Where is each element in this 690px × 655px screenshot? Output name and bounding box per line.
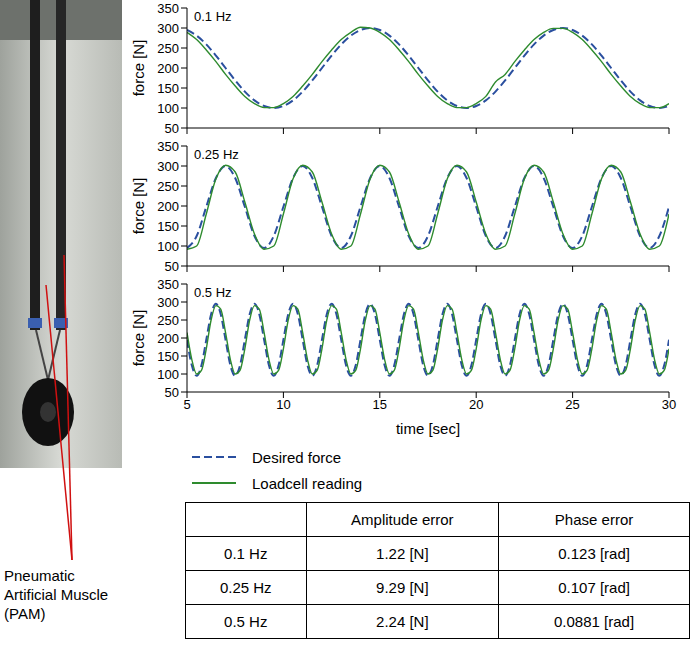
html-text:Loadcell reading: Loadcell reading bbox=[252, 474, 363, 492]
svg-text:250: 250 bbox=[157, 41, 179, 56]
svg-text:30: 30 bbox=[662, 397, 676, 412]
html-text:0.1 Hz: 0.1 Hz bbox=[194, 9, 232, 24]
svg-text:force [N]: force [N] bbox=[130, 310, 147, 367]
html-text:Pneumatic Artificial Muscle (P: Pneumatic Artificial Muscle (PAM) bbox=[4, 567, 109, 622]
html-text:0.5 Hz: 0.5 Hz bbox=[224, 613, 268, 630]
html-text:9.29 [N]: 9.29 [N] bbox=[376, 579, 429, 596]
svg-text:100: 100 bbox=[157, 367, 179, 382]
svg-text:force [N]: force [N] bbox=[130, 40, 147, 97]
svg-text:25: 25 bbox=[565, 397, 579, 412]
svg-text:50: 50 bbox=[165, 385, 179, 400]
svg-text:5: 5 bbox=[183, 397, 190, 412]
svg-text:150: 150 bbox=[157, 349, 179, 364]
html-text:0.123 [rad]: 0.123 [rad] bbox=[558, 545, 630, 562]
svg-text:10: 10 bbox=[276, 397, 290, 412]
svg-text:250: 250 bbox=[157, 313, 179, 328]
html-text:1.22 [N]: 1.22 [N] bbox=[376, 545, 429, 562]
svg-text:300: 300 bbox=[157, 295, 179, 310]
svg-text:force [N]: force [N] bbox=[130, 178, 147, 235]
svg-text:200: 200 bbox=[157, 199, 179, 214]
html-text:0.0881 [rad]: 0.0881 [rad] bbox=[554, 613, 635, 630]
html-text:0.107 [rad]: 0.107 [rad] bbox=[558, 579, 630, 596]
svg-text:150: 150 bbox=[157, 81, 179, 96]
html-text:Phase error: Phase error bbox=[554, 511, 634, 528]
svg-text:350: 350 bbox=[157, 277, 179, 292]
svg-text:100: 100 bbox=[157, 239, 179, 254]
svg-text:200: 200 bbox=[157, 331, 179, 346]
html-text:0.1 Hz: 0.1 Hz bbox=[224, 545, 268, 562]
svg-text:20: 20 bbox=[469, 397, 483, 412]
svg-text:50: 50 bbox=[165, 121, 179, 136]
svg-text:150: 150 bbox=[157, 219, 179, 234]
html-text:0.25 Hz: 0.25 Hz bbox=[219, 579, 272, 596]
svg-text:50: 50 bbox=[165, 259, 179, 274]
html-text:Amplitude error: Amplitude error bbox=[351, 511, 454, 528]
svg-text:time [sec]: time [sec] bbox=[396, 420, 460, 437]
svg-text:300: 300 bbox=[157, 159, 179, 174]
svg-text:100: 100 bbox=[157, 101, 179, 116]
html-text:2.24 [N]: 2.24 [N] bbox=[376, 613, 429, 630]
svg-text:350: 350 bbox=[157, 139, 179, 154]
svg-text:250: 250 bbox=[157, 179, 179, 194]
svg-text:200: 200 bbox=[157, 61, 179, 76]
html-text:0.25 Hz: 0.25 Hz bbox=[194, 147, 239, 162]
html-text:0.5 Hz: 0.5 Hz bbox=[194, 285, 232, 300]
svg-text:300: 300 bbox=[157, 21, 179, 36]
svg-text:350: 350 bbox=[157, 1, 179, 16]
svg-text:15: 15 bbox=[373, 397, 387, 412]
html-text:Desired force: Desired force bbox=[252, 448, 342, 466]
